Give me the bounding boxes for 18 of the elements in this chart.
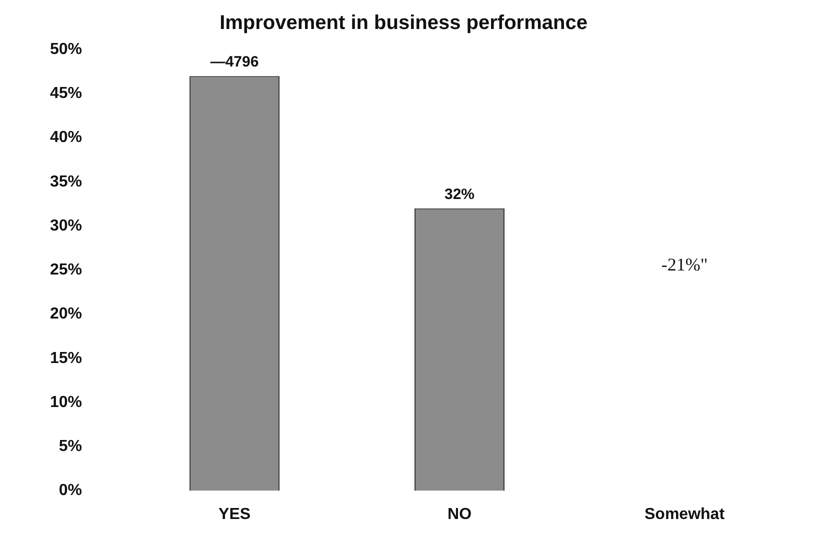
y-tick-label: 25% (50, 262, 82, 279)
y-tick-label: 40% (50, 129, 82, 146)
chart-title: Improvement in business performance (220, 12, 588, 34)
y-tick-label: 45% (50, 85, 82, 102)
y-tick-label: 15% (50, 350, 82, 367)
data-label: 32% (444, 186, 475, 204)
annotation: —4796 (210, 54, 259, 71)
y-tick-label: 10% (50, 394, 82, 411)
x-tick-label: YES (218, 506, 251, 523)
y-tick-label: 50% (50, 41, 82, 58)
y-tick-label: 0% (58, 482, 82, 500)
annotation: -21%" (661, 254, 708, 275)
y-tick-label: 5% (58, 438, 82, 456)
x-tick-label: Somewhat (644, 506, 726, 523)
y-tick-label: 35% (50, 173, 82, 190)
x-tick-label: NO (448, 506, 472, 523)
y-tick-label: 30% (50, 217, 82, 234)
y-tick-label: 20% (50, 306, 82, 323)
